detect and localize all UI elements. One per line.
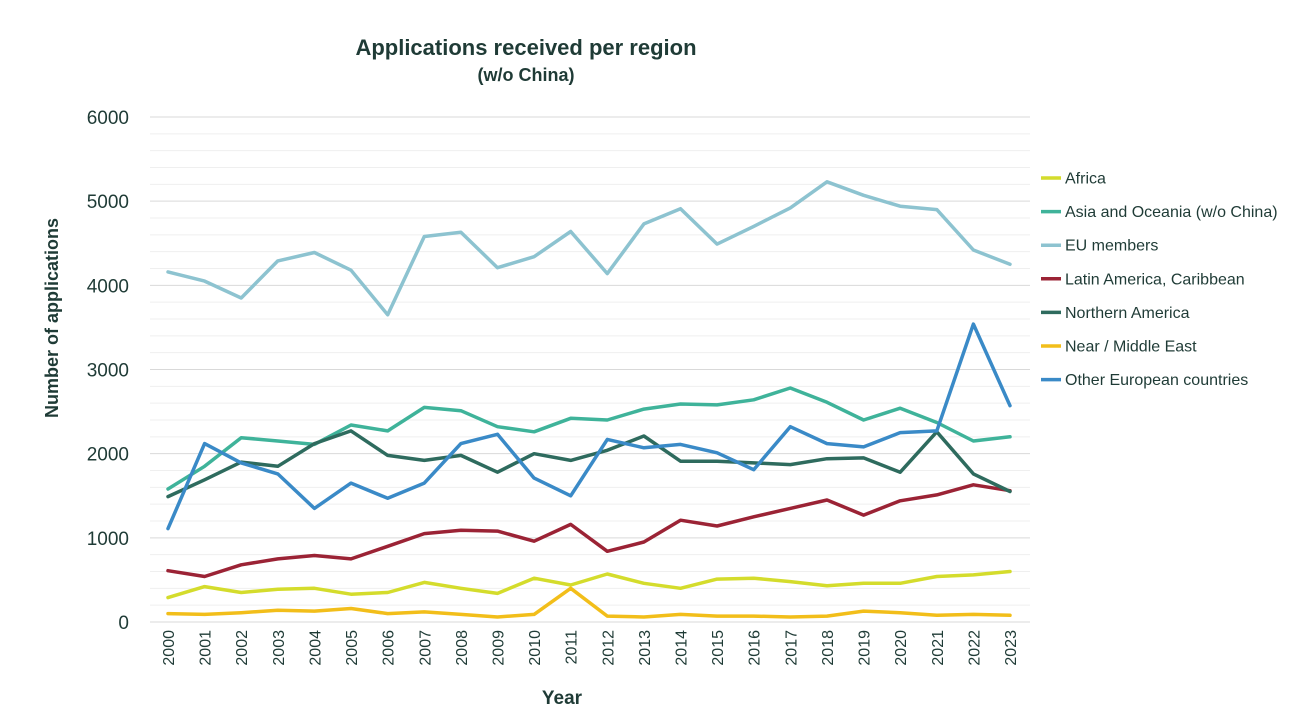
series-line-eu-members xyxy=(166,180,1012,317)
x-tick-label: 2020 xyxy=(893,630,910,666)
y-axis-title: Number of applications xyxy=(42,218,62,418)
y-axis-ticks: 0 1000 2000 3000 4000 5000 6000 xyxy=(87,108,129,634)
y-tick-label: 0 xyxy=(118,613,129,634)
x-tick-label: 2014 xyxy=(674,630,691,666)
x-tick-label: 2013 xyxy=(637,630,654,666)
series-line-northern-america xyxy=(166,429,1012,499)
chart-titles: Applications received per region (w/o Ch… xyxy=(355,35,696,85)
series-line-asia-and-oceania-w-o-china xyxy=(166,386,1012,491)
x-tick-label: 2011 xyxy=(564,630,581,665)
legend-label: Asia and Oceania (w/o China) xyxy=(1065,204,1278,221)
x-tick-label: 2015 xyxy=(710,630,727,666)
series-line-latin-america-caribbean xyxy=(166,483,1012,579)
x-tick-label: 2022 xyxy=(966,630,983,666)
x-tick-label: 2012 xyxy=(600,630,617,666)
legend-label: Africa xyxy=(1065,171,1106,188)
x-tick-label: 2016 xyxy=(747,630,764,666)
y-tick-label: 1000 xyxy=(87,529,129,550)
chart-title: Applications received per region xyxy=(355,35,696,60)
x-tick-label: 2005 xyxy=(344,630,361,666)
x-axis-title: Year xyxy=(542,688,583,709)
x-tick-label: 2010 xyxy=(527,630,544,666)
x-tick-label: 2000 xyxy=(161,630,178,666)
x-tick-label: 2007 xyxy=(417,630,434,666)
x-axis-ticks: 2000 2001 2002 2003 2004 2005 2006 2007 2008 2009… xyxy=(161,630,1020,666)
series-line-africa xyxy=(166,569,1012,600)
x-tick-label: 2002 xyxy=(234,630,251,666)
legend: Africa Asia and Oceania (w/o China) EU mem… xyxy=(1041,171,1278,389)
x-tick-label: 2008 xyxy=(454,630,471,666)
x-tick-label: 2009 xyxy=(490,630,507,666)
series-line-near-middle-east xyxy=(166,586,1012,619)
x-tick-label: 2003 xyxy=(271,630,288,666)
series-line-other-european-countries xyxy=(166,322,1012,531)
legend-label: EU members xyxy=(1065,238,1158,255)
x-tick-label: 2018 xyxy=(820,630,837,666)
x-tick-label: 2004 xyxy=(307,630,324,666)
y-tick-label: 3000 xyxy=(87,361,129,382)
series-lines xyxy=(166,180,1012,619)
y-tick-label: 4000 xyxy=(87,276,129,297)
y-tick-label: 2000 xyxy=(87,445,129,466)
legend-label: Northern America xyxy=(1065,305,1190,322)
chart-subtitle: (w/o China) xyxy=(478,65,575,85)
x-tick-label: 2023 xyxy=(1003,630,1020,666)
legend-label: Latin America, Caribbean xyxy=(1065,271,1245,288)
y-tick-label: 6000 xyxy=(87,108,129,129)
x-tick-label: 2019 xyxy=(857,630,874,666)
x-tick-label: 2001 xyxy=(198,630,215,666)
x-tick-label: 2017 xyxy=(783,630,800,666)
legend-label: Other European countries xyxy=(1065,372,1248,389)
y-tick-label: 5000 xyxy=(87,192,129,213)
x-tick-label: 2006 xyxy=(381,630,398,666)
legend-label: Near / Middle East xyxy=(1065,339,1197,356)
gridlines xyxy=(150,116,1030,623)
x-tick-label: 2021 xyxy=(930,630,947,666)
